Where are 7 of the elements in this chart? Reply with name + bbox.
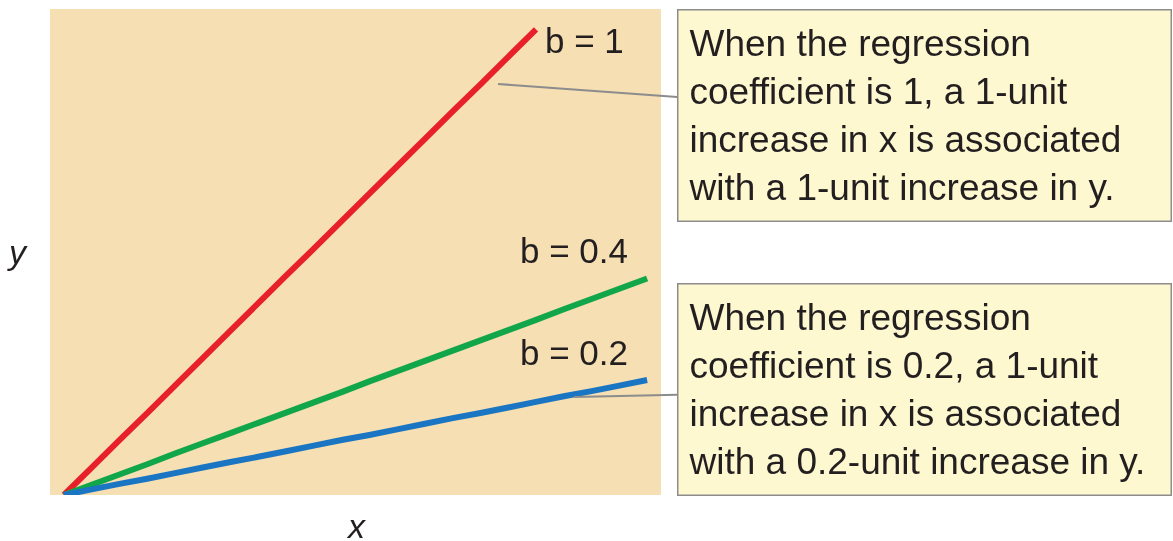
series-label: b = 0.2 [520,333,629,372]
text: When the regression coefficient is 0.2, a 1-unit increase in x is associated with a 0.2-unit increase in y. [688,296,1146,483]
series-label: b = 0.4 [520,231,629,270]
x-axis-title: x [346,507,366,541]
text: When the regression coefficient is 1, a 1-unit increase in x is associated with a 1-unit increase in y. [688,22,1122,209]
y-axis-title: y [7,233,28,271]
series-label: b = 1 [545,21,624,60]
